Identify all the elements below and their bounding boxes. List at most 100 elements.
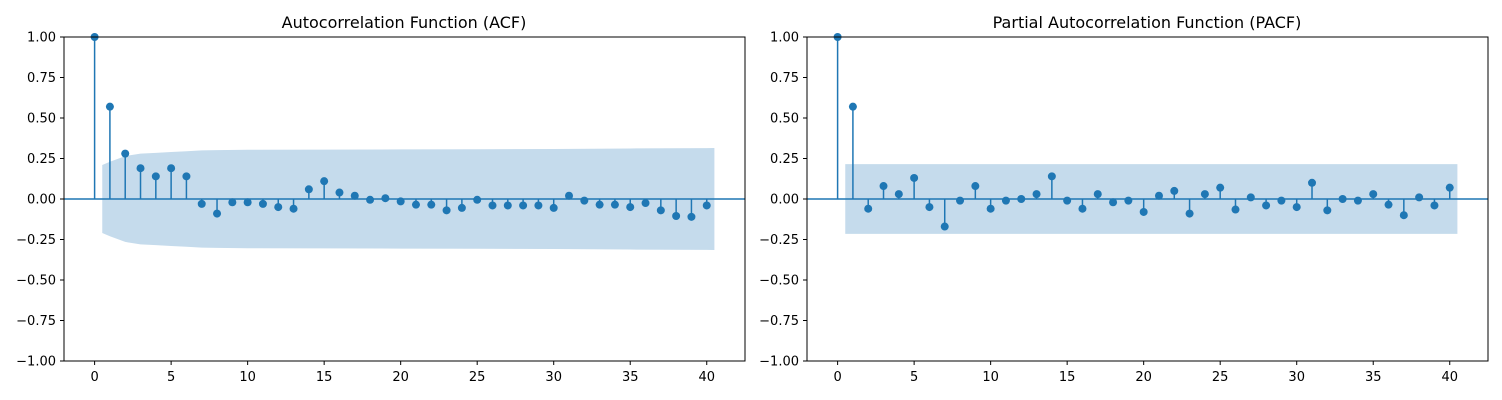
acf-marker-lag-24	[457, 203, 466, 212]
acf-x-tick-label-15: 15	[316, 370, 333, 385]
pacf-marker-lag-5	[910, 173, 919, 182]
acf-marker-lag-14	[304, 185, 313, 194]
acf-x-tick-label-25: 25	[469, 370, 486, 385]
acf-y-tick-label-1: −0.75	[16, 314, 56, 329]
acf-marker-lag-7	[197, 199, 206, 208]
acf-marker-lag-37	[656, 206, 665, 215]
pacf-y-tick-label-4: 0.00	[770, 193, 799, 208]
pacf-x-tick-label-15: 15	[1059, 370, 1076, 385]
pacf-marker-lag-26	[1231, 205, 1240, 214]
pacf-x-tick-label-20: 20	[1135, 370, 1152, 385]
acf-title: Autocorrelation Function (ACF)	[282, 13, 527, 32]
pacf-y-tick-label-2: −0.50	[759, 274, 799, 289]
acf-marker-lag-31	[565, 191, 574, 200]
pacf-marker-lag-15	[1063, 196, 1072, 205]
acf-marker-lag-27	[503, 201, 512, 210]
pacf-y-tick-label-5: 0.25	[770, 152, 799, 167]
pacf-marker-lag-14	[1047, 172, 1056, 181]
acf-panel: Autocorrelation Function (ACF) 0 5 10 15 20 2…	[16, 13, 746, 385]
pacf-marker-lag-23	[1185, 209, 1194, 218]
acf-marker-lag-10	[243, 198, 252, 207]
pacf-title: Partial Autocorrelation Function (PACF)	[993, 13, 1302, 32]
pacf-marker-lag-29	[1277, 196, 1286, 205]
pacf-marker-lag-32	[1323, 206, 1332, 215]
pacf-marker-lag-24	[1200, 190, 1209, 199]
acf-y-tick-label-7: 0.75	[27, 71, 56, 86]
acf-y-tick-label-0: −1.00	[16, 355, 56, 370]
pacf-marker-lag-36	[1384, 200, 1393, 209]
pacf-marker-lag-17	[1093, 190, 1102, 199]
acf-marker-lag-22	[427, 200, 436, 209]
pacf-marker-lag-30	[1292, 203, 1301, 212]
pacf-x-tick-label-40: 40	[1441, 370, 1458, 385]
pacf-y-tick-label-1: −0.75	[759, 314, 799, 329]
pacf-marker-lag-16	[1078, 204, 1087, 213]
acf-marker-lag-29	[534, 201, 543, 210]
acf-marker-lag-34	[610, 200, 619, 209]
acf-marker-lag-32	[580, 196, 589, 205]
acf-y-tick-label-3: −0.25	[16, 233, 56, 248]
acf-marker-lag-38	[672, 212, 681, 221]
acf-marker-lag-25	[473, 195, 482, 204]
pacf-marker-lag-10	[986, 204, 995, 213]
acf-marker-lag-18	[366, 195, 375, 204]
acf-x-tick-label-40: 40	[698, 370, 715, 385]
pacf-marker-lag-11	[1001, 196, 1010, 205]
acf-marker-lag-11	[258, 199, 267, 208]
pacf-marker-lag-7	[940, 222, 949, 231]
acf-marker-lag-19	[381, 194, 390, 203]
acf-marker-lag-16	[335, 188, 344, 197]
pacf-marker-lag-18	[1109, 198, 1118, 207]
acf-marker-lag-3	[136, 164, 145, 173]
pacf-marker-lag-34	[1353, 196, 1362, 205]
acf-x-tick-label-30: 30	[545, 370, 562, 385]
pacf-marker-lag-12	[1017, 195, 1026, 203]
pacf-marker-lag-37	[1399, 211, 1408, 220]
acf-marker-lag-9	[228, 198, 237, 207]
acf-marker-lag-26	[488, 201, 497, 210]
acf-marker-lag-23	[442, 206, 451, 215]
acf-marker-lag-15	[320, 177, 329, 186]
acf-marker-lag-21	[411, 200, 420, 209]
acf-marker-lag-12	[274, 203, 283, 212]
acf-marker-lag-8	[213, 209, 222, 218]
pacf-marker-lag-8	[956, 196, 965, 205]
acf-y-tick-label-6: 0.50	[27, 112, 56, 127]
acf-marker-lag-20	[396, 197, 405, 206]
acf-marker-lag-13	[289, 204, 298, 213]
acf-marker-lag-36	[641, 199, 650, 208]
acf-marker-lag-35	[626, 203, 635, 212]
pacf-marker-lag-25	[1216, 183, 1225, 192]
pacf-marker-lag-40	[1445, 183, 1454, 192]
pacf-x-tick-label-0: 0	[833, 370, 841, 385]
pacf-x-tick-label-25: 25	[1212, 370, 1229, 385]
pacf-marker-lag-9	[971, 182, 980, 191]
acf-marker-lag-5	[167, 164, 176, 173]
pacf-x-tick-label-30: 30	[1288, 370, 1305, 385]
acf-marker-lag-30	[549, 203, 558, 212]
acf-x-tick-label-5: 5	[167, 370, 175, 385]
pacf-marker-lag-39	[1430, 201, 1439, 210]
pacf-marker-lag-4	[894, 190, 903, 199]
pacf-marker-lag-6	[925, 203, 934, 212]
pacf-y-tick-label-8: 1.00	[770, 31, 799, 46]
pacf-panel: Partial Autocorrelation Function (PACF) …	[759, 13, 1489, 385]
pacf-marker-lag-20	[1139, 207, 1148, 216]
pacf-x-tick-label-5: 5	[910, 370, 918, 385]
pacf-marker-lag-31	[1308, 178, 1317, 187]
pacf-marker-lag-35	[1369, 190, 1378, 199]
acf-x-tick-label-20: 20	[392, 370, 409, 385]
acf-x-tick-label-0: 0	[90, 370, 98, 385]
pacf-marker-lag-33	[1338, 195, 1347, 203]
acf-x-tick-label-10: 10	[239, 370, 256, 385]
pacf-marker-lag-21	[1154, 191, 1163, 200]
acf-marker-lag-1	[105, 102, 114, 111]
acf-y-tick-label-8: 1.00	[27, 31, 56, 46]
pacf-marker-lag-19	[1124, 196, 1133, 205]
pacf-y-tick-label-0: −1.00	[759, 355, 799, 370]
pacf-y-tick-label-7: 0.75	[770, 71, 799, 86]
acf-marker-lag-4	[151, 172, 160, 181]
pacf-marker-lag-1	[848, 102, 857, 111]
pacf-marker-lag-3	[879, 182, 888, 191]
pacf-y-tick-label-6: 0.50	[770, 112, 799, 127]
